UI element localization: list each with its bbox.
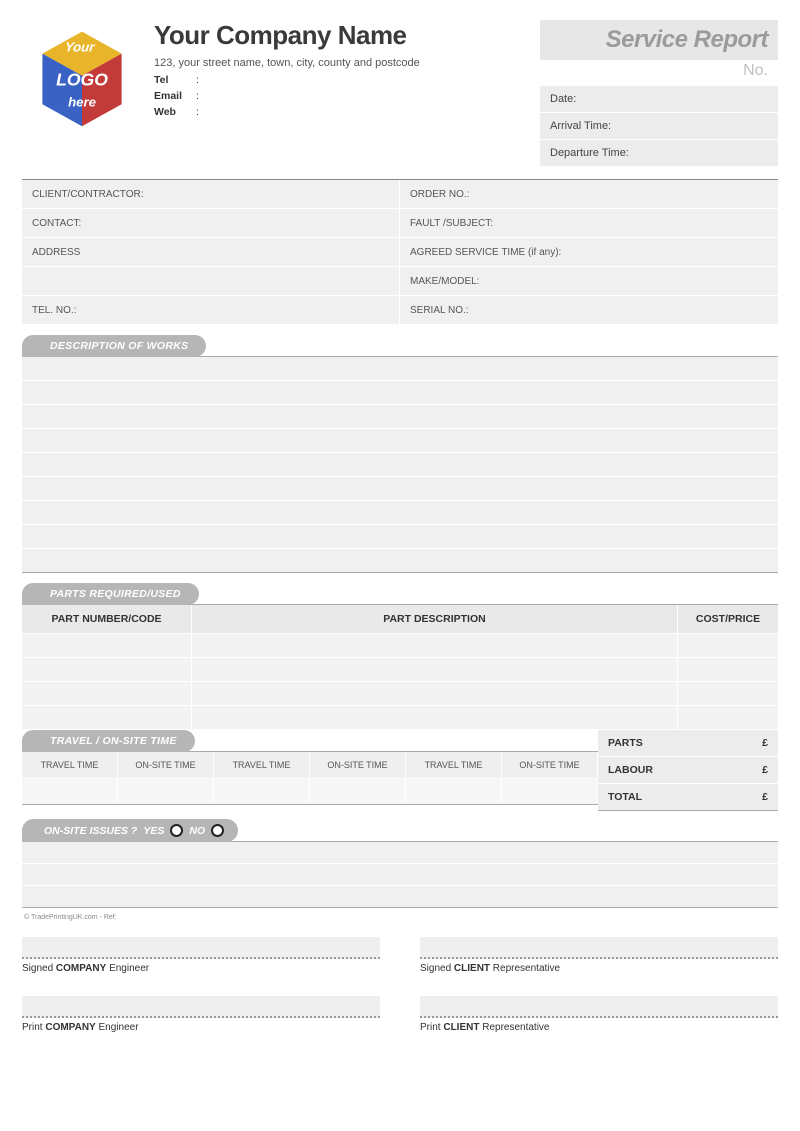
description-line[interactable] xyxy=(22,381,778,405)
parts-table-header: PART NUMBER/CODE PART DESCRIPTION COST/P… xyxy=(22,605,778,634)
description-line[interactable] xyxy=(22,549,778,573)
company-name: Your Company Name xyxy=(154,20,528,51)
title-block: Service Report No. Date: Arrival Time: D… xyxy=(540,20,778,167)
issues-line[interactable] xyxy=(22,842,778,864)
time-cell[interactable] xyxy=(22,779,118,804)
logo-placeholder: Your LOGO here xyxy=(22,20,142,140)
total-labour: LABOUR£ xyxy=(598,757,778,784)
description-line[interactable] xyxy=(22,477,778,501)
signature-grid: Signed COMPANY Engineer Signed CLIENT Re… xyxy=(22,937,778,1033)
parts-row[interactable] xyxy=(22,706,778,730)
time-col-header: ON-SITE TIME xyxy=(502,752,598,778)
svg-text:Your: Your xyxy=(64,39,96,54)
svg-text:LOGO: LOGO xyxy=(56,70,108,90)
parts-tab: PARTS REQUIRED/USED xyxy=(22,583,199,605)
col-part-description: PART DESCRIPTION xyxy=(192,605,678,633)
footnote: © TradePrintingUK.com - Ref: xyxy=(24,914,778,921)
col-cost-price: COST/PRICE xyxy=(678,605,778,633)
description-body[interactable] xyxy=(22,357,778,573)
tel-no-field[interactable]: TEL. NO.: xyxy=(22,296,400,325)
total-sum: TOTAL£ xyxy=(598,784,778,811)
time-cell[interactable] xyxy=(214,779,310,804)
total-parts: PARTS£ xyxy=(598,730,778,757)
time-cell[interactable] xyxy=(310,779,406,804)
totals-block: PARTS£ LABOUR£ TOTAL£ xyxy=(598,730,778,811)
time-table-body[interactable] xyxy=(22,779,598,805)
time-col-header: TRAVEL TIME xyxy=(406,752,502,778)
parts-row[interactable] xyxy=(22,682,778,706)
signed-company-engineer[interactable]: Signed COMPANY Engineer xyxy=(22,937,380,974)
description-line[interactable] xyxy=(22,501,778,525)
no-radio[interactable] xyxy=(211,824,224,837)
print-company-engineer[interactable]: Print COMPANY Engineer xyxy=(22,996,380,1033)
parts-row[interactable] xyxy=(22,634,778,658)
description-tab: DESCRIPTION OF WORKS xyxy=(22,335,206,357)
issues-body[interactable] xyxy=(22,841,778,908)
issues-line[interactable] xyxy=(22,864,778,886)
client-contractor-field[interactable]: CLIENT/CONTRACTOR: xyxy=(22,180,400,209)
print-client-rep[interactable]: Print CLIENT Representative xyxy=(420,996,778,1033)
issues-tab: ON-SITE ISSUES ? YES NO xyxy=(22,819,238,842)
company-info: Your Company Name 123, your street name,… xyxy=(154,20,528,167)
contact-field[interactable]: CONTACT: xyxy=(22,209,400,238)
order-no-field[interactable]: ORDER NO.: xyxy=(400,180,778,209)
time-cell[interactable] xyxy=(406,779,502,804)
issues-line[interactable] xyxy=(22,886,778,908)
no-label: NO xyxy=(189,825,205,837)
time-table-header: TRAVEL TIMEON-SITE TIMETRAVEL TIMEON-SIT… xyxy=(22,752,598,779)
issues-label: ON-SITE ISSUES ? xyxy=(44,825,137,837)
report-number-label: No. xyxy=(540,60,778,86)
service-time-field[interactable]: AGREED SERVICE TIME (if any): xyxy=(400,238,778,267)
company-address: 123, your street name, town, city, count… xyxy=(154,57,528,69)
web-line: Web: xyxy=(154,105,528,121)
time-cell[interactable] xyxy=(502,779,598,804)
time-col-header: ON-SITE TIME xyxy=(310,752,406,778)
parts-row[interactable] xyxy=(22,658,778,682)
departure-time-field[interactable]: Departure Time: xyxy=(540,140,778,167)
description-line[interactable] xyxy=(22,453,778,477)
address-field-2[interactable] xyxy=(22,267,400,296)
time-tab: TRAVEL / ON-SITE TIME xyxy=(22,730,195,752)
description-line[interactable] xyxy=(22,525,778,549)
report-title: Service Report xyxy=(540,20,778,60)
time-col-header: TRAVEL TIME xyxy=(214,752,310,778)
tel-line: Tel: xyxy=(154,73,528,89)
client-details: CLIENT/CONTRACTOR: CONTACT: ADDRESS TEL.… xyxy=(22,179,778,325)
col-part-number: PART NUMBER/CODE xyxy=(22,605,192,633)
yes-radio[interactable] xyxy=(170,824,183,837)
address-field[interactable]: ADDRESS xyxy=(22,238,400,267)
date-field[interactable]: Date: xyxy=(540,86,778,113)
description-line[interactable] xyxy=(22,429,778,453)
svg-text:here: here xyxy=(68,94,96,109)
time-col-header: TRAVEL TIME xyxy=(22,752,118,778)
parts-table-body[interactable] xyxy=(22,634,778,730)
arrival-time-field[interactable]: Arrival Time: xyxy=(540,113,778,140)
signed-client-rep[interactable]: Signed CLIENT Representative xyxy=(420,937,778,974)
yes-label: YES xyxy=(143,825,164,837)
make-model-field[interactable]: MAKE/MODEL: xyxy=(400,267,778,296)
email-line: Email: xyxy=(154,89,528,105)
time-cell[interactable] xyxy=(118,779,214,804)
serial-no-field[interactable]: SERIAL NO.: xyxy=(400,296,778,325)
fault-subject-field[interactable]: FAULT /SUBJECT: xyxy=(400,209,778,238)
description-line[interactable] xyxy=(22,405,778,429)
description-line[interactable] xyxy=(22,357,778,381)
header: Your LOGO here Your Company Name 123, yo… xyxy=(22,20,778,167)
time-col-header: ON-SITE TIME xyxy=(118,752,214,778)
